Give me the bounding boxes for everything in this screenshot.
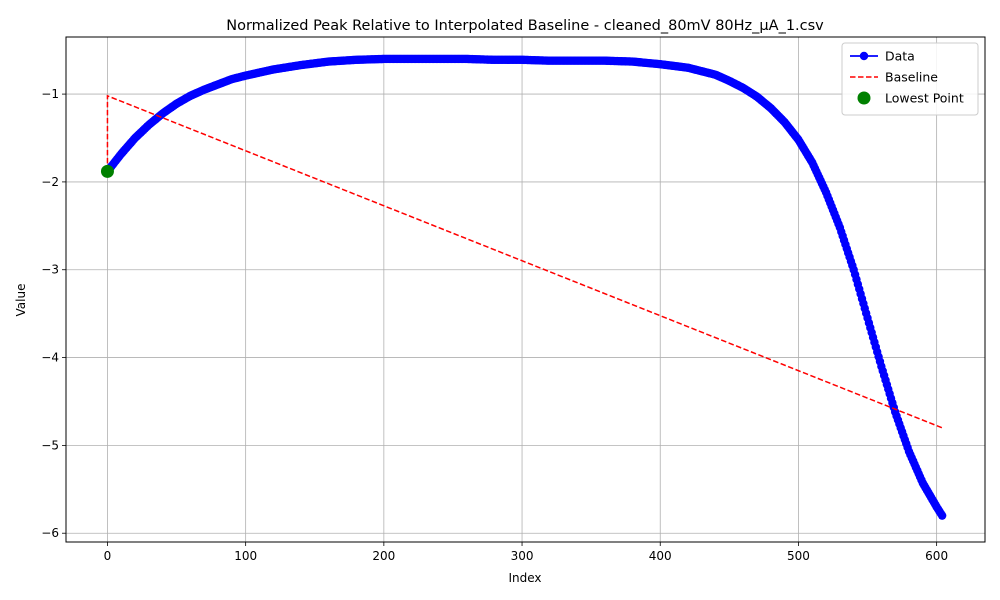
y-tick-label: −1 <box>41 87 59 101</box>
lowest-point-marker <box>100 164 114 178</box>
legend-label: Baseline <box>885 70 938 85</box>
legend-label: Data <box>885 49 915 64</box>
y-axis-label: Value <box>14 284 28 317</box>
legend-lowest-point-swatch <box>857 91 871 105</box>
y-tick-label: −6 <box>41 526 59 540</box>
data-point <box>937 511 947 520</box>
legend-data-marker <box>859 51 869 61</box>
x-tick-label: 200 <box>372 549 395 563</box>
data-series-line <box>106 58 943 517</box>
x-tick-label: 600 <box>925 549 948 563</box>
legend: Data Baseline Lowest Point <box>841 42 979 116</box>
x-tick-label: 300 <box>511 549 534 563</box>
axis-ticks: 0 100 200 300 400 500 600 −6 −5 −4 −3 −2 −1 <box>41 87 948 563</box>
legend-box <box>841 42 979 116</box>
x-tick-label: 400 <box>649 549 672 563</box>
chart-title: Normalized Peak Relative to Interpolated… <box>226 18 824 34</box>
baseline-series-line <box>106 94 943 429</box>
x-tick-label: 500 <box>787 549 810 563</box>
grid <box>66 37 985 542</box>
x-tick-label: 0 <box>104 549 112 563</box>
plot-frame <box>65 36 986 543</box>
y-tick-label: −2 <box>41 175 59 189</box>
x-tick-label: 100 <box>234 549 257 563</box>
y-tick-label: −4 <box>41 351 59 365</box>
y-tick-label: −3 <box>41 263 59 277</box>
x-axis-label: Index <box>508 571 541 585</box>
plot-series <box>100 54 947 520</box>
legend-label: Lowest Point <box>885 91 964 106</box>
y-tick-label: −5 <box>41 438 59 452</box>
